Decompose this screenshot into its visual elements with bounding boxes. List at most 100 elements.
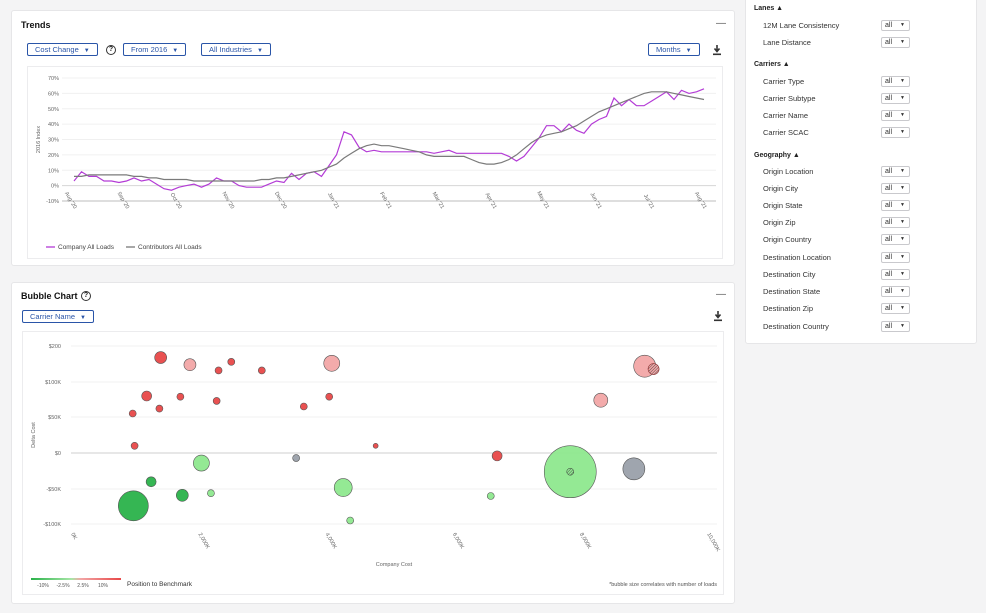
bubble — [622, 457, 646, 481]
x-tick-label: Nov '20 — [221, 191, 235, 210]
x-tick-label: Sep '20 — [116, 191, 130, 210]
filter-label: Destination City — [763, 270, 816, 279]
y-tick-label: $100K — [45, 380, 61, 386]
chevron-down-icon: ▼ — [256, 48, 263, 54]
x-tick-label: 6,000K — [451, 532, 465, 550]
bubble — [325, 392, 334, 401]
bubble — [299, 402, 308, 411]
chevron-down-icon: ▼ — [900, 129, 905, 135]
filter-dropdown-value: all — [885, 129, 893, 136]
chevron-down-icon: ▼ — [900, 95, 905, 101]
filter-dropdown-value: all — [885, 202, 893, 209]
bubble-scatter-chart: $200 $100K $50K $0 -$50K -$100K Delta Cost 0K 2,… — [31, 344, 721, 589]
filter-dropdown[interactable]: all ▼ — [881, 37, 910, 48]
bubble — [118, 490, 149, 522]
y-tick-label: 40% — [48, 122, 59, 128]
chevron-down-icon: ▼ — [900, 39, 905, 45]
download-icon[interactable] — [712, 44, 722, 56]
filter-section-geography[interactable]: Geography ▲ — [754, 152, 800, 159]
filter-dropdown[interactable]: all ▼ — [881, 269, 910, 280]
bubble — [176, 392, 185, 401]
download-icon[interactable] — [713, 310, 723, 322]
hatched-marker — [647, 363, 660, 375]
filter-dropdown[interactable]: all ▼ — [881, 200, 910, 211]
hatched-marker — [566, 467, 575, 476]
filter-dropdown-value: all — [885, 95, 893, 102]
bubble — [323, 354, 341, 372]
industry-dropdown[interactable]: All Industries ▼ — [201, 43, 271, 56]
carrier-name-dropdown[interactable]: Carrier Name ▼ — [22, 310, 94, 323]
filter-dropdown[interactable]: all ▼ — [881, 93, 910, 104]
interval-dropdown[interactable]: Months ▼ — [648, 43, 700, 56]
bubble — [155, 404, 164, 413]
x-tick-label: Jul '21 — [642, 193, 655, 210]
filter-dropdown[interactable]: all ▼ — [881, 166, 910, 177]
benchmark-legend-tick: -2.5% — [56, 583, 70, 589]
bubble — [193, 454, 210, 472]
filter-dropdown[interactable]: all ▼ — [881, 20, 910, 31]
help-icon[interactable]: ? — [81, 291, 91, 301]
filters-panel: Lanes ▲ 12M Lane Consistency all ▼ Lane Dist… — [745, 0, 977, 344]
trends-title: Trends — [21, 20, 51, 30]
filter-section-lanes[interactable]: Lanes ▲ — [754, 5, 784, 12]
series-line — [74, 91, 705, 182]
y-tick-label: -$100K — [43, 522, 61, 528]
bubble-collapse-button[interactable]: — — [716, 289, 726, 300]
filter-dropdown[interactable]: all ▼ — [881, 321, 910, 332]
chevron-down-icon: ▼ — [900, 305, 905, 311]
bubble — [141, 390, 152, 402]
bubble — [491, 450, 503, 462]
x-tick-label: 2,000K — [196, 532, 210, 550]
metric-dropdown[interactable]: Cost Change ▼ — [27, 43, 98, 56]
y-tick-label: $0 — [55, 451, 61, 457]
y-tick-label: 0% — [51, 184, 59, 190]
filter-label: Origin City — [763, 184, 799, 193]
filter-dropdown[interactable]: all ▼ — [881, 76, 910, 87]
bubble — [258, 366, 266, 375]
filter-dropdown-value: all — [885, 78, 893, 85]
legend-label: Company All Loads — [58, 244, 115, 251]
series-line — [73, 88, 705, 191]
filter-dropdown[interactable]: all ▼ — [881, 252, 910, 263]
filter-section-carriers[interactable]: Carriers ▲ — [754, 61, 790, 68]
filter-label: 12M Lane Consistency — [763, 21, 840, 30]
bubble-size-footnote: *bubble size correlates with number of l… — [609, 582, 717, 588]
y-tick-label: 50% — [48, 107, 59, 113]
y-tick-label: 20% — [48, 153, 59, 159]
chevron-down-icon: ▼ — [900, 271, 905, 277]
trends-collapse-button[interactable]: — — [716, 18, 726, 29]
x-tick-label: May '21 — [535, 190, 550, 210]
y-tick-label: $200 — [49, 344, 61, 350]
filter-dropdown[interactable]: all ▼ — [881, 127, 910, 138]
benchmark-legend-label: Position to Benchmark — [127, 581, 193, 588]
y-tick-label: -$50K — [46, 487, 61, 493]
chevron-down-icon: ▼ — [900, 323, 905, 329]
filter-label: Destination Country — [763, 322, 829, 331]
trends-line-chart: 70% 60% 50% 40% 30% 20% 10% 0% -10% 2016 Index Aug… — [36, 76, 716, 251]
filter-label: Destination Location — [763, 253, 831, 262]
filter-dropdown[interactable]: all ▼ — [881, 234, 910, 245]
bubble — [212, 397, 221, 405]
filter-dropdown-value: all — [885, 185, 893, 192]
filter-dropdown-value: all — [885, 168, 893, 175]
filter-dropdown[interactable]: all ▼ — [881, 183, 910, 194]
bubble — [207, 489, 215, 497]
bubble — [292, 454, 300, 462]
x-tick-label: 4,000K — [324, 532, 338, 550]
carrier-name-dropdown-label: Carrier Name — [30, 312, 76, 321]
filter-label: Carrier Subtype — [763, 94, 816, 103]
bubble — [372, 443, 379, 449]
filter-dropdown[interactable]: all ▼ — [881, 110, 910, 121]
benchmark-legend-tick: 10% — [98, 583, 109, 589]
benchmark-legend-tick: 2.5% — [77, 583, 89, 589]
filter-dropdown[interactable]: all ▼ — [881, 303, 910, 314]
filter-dropdown[interactable]: all ▼ — [881, 217, 910, 228]
chevron-down-icon: ▼ — [900, 78, 905, 84]
filter-dropdown[interactable]: all ▼ — [881, 286, 910, 297]
bubble — [128, 409, 137, 418]
period-dropdown[interactable]: From 2016 ▼ — [123, 43, 187, 56]
chevron-down-icon: ▼ — [900, 22, 905, 28]
bubble-title: Bubble Chart — [21, 291, 78, 301]
filter-label: Origin Country — [763, 235, 812, 244]
help-icon[interactable]: ? — [106, 45, 116, 55]
